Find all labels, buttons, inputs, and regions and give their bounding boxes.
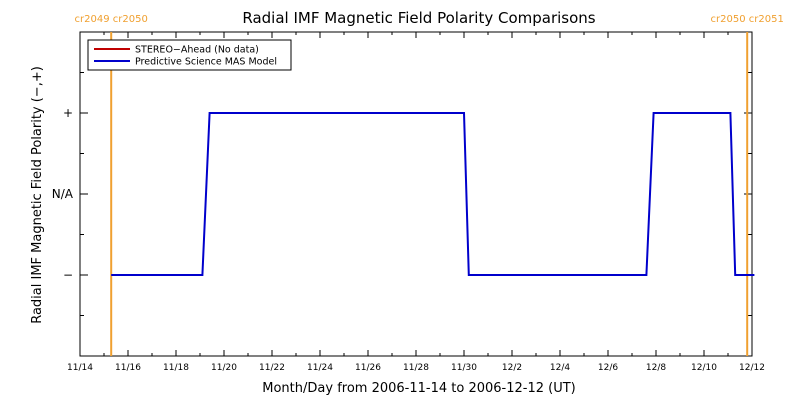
x-tick-label: 12/8	[646, 363, 666, 373]
x-tick-label: 11/26	[355, 363, 381, 373]
y-axis-title: Radial IMF Magnetic Field Polarity (−,+)	[30, 66, 45, 324]
legend-label: Predictive Science MAS Model	[135, 57, 277, 68]
x-tick-label: 12/2	[502, 363, 522, 373]
x-tick-label: 12/6	[598, 363, 618, 373]
x-tick-label: 11/30	[451, 363, 477, 373]
series-line	[111, 112, 755, 276]
x-tick-label: 11/20	[211, 363, 237, 373]
x-tick-label: 11/22	[259, 363, 285, 373]
x-tick-label: 11/24	[307, 363, 333, 373]
legend-box	[87, 39, 292, 71]
legend-label: STEREO−Ahead (No data)	[135, 45, 259, 56]
x-tick-label: 11/14	[67, 363, 93, 373]
x-tick-label: 12/10	[691, 363, 717, 373]
x-tick-label: 12/4	[550, 363, 570, 373]
x-tick-label: 11/28	[403, 363, 429, 373]
y-tick-label: N/A	[52, 187, 74, 201]
y-tick-label: −	[63, 268, 73, 282]
carrington-label: cr2049 cr2050	[75, 14, 148, 25]
x-tick-label: 11/18	[163, 363, 189, 373]
chart-title: Radial IMF Magnetic Field Polarity Compa…	[242, 9, 595, 27]
x-axis-title: Month/Day from 2006-11-14 to 2006-12-12 …	[262, 381, 575, 396]
plot-area: 11/14 11/16 11/18 11/20 11/22 11/24 11/26 11/28…	[52, 14, 784, 373]
x-tick-label: 12/12	[739, 363, 765, 373]
plot-frame	[79, 31, 753, 357]
x-tick-label: 11/16	[115, 363, 141, 373]
carrington-label: cr2050 cr2051	[711, 14, 784, 25]
y-tick-label: +	[63, 106, 73, 120]
